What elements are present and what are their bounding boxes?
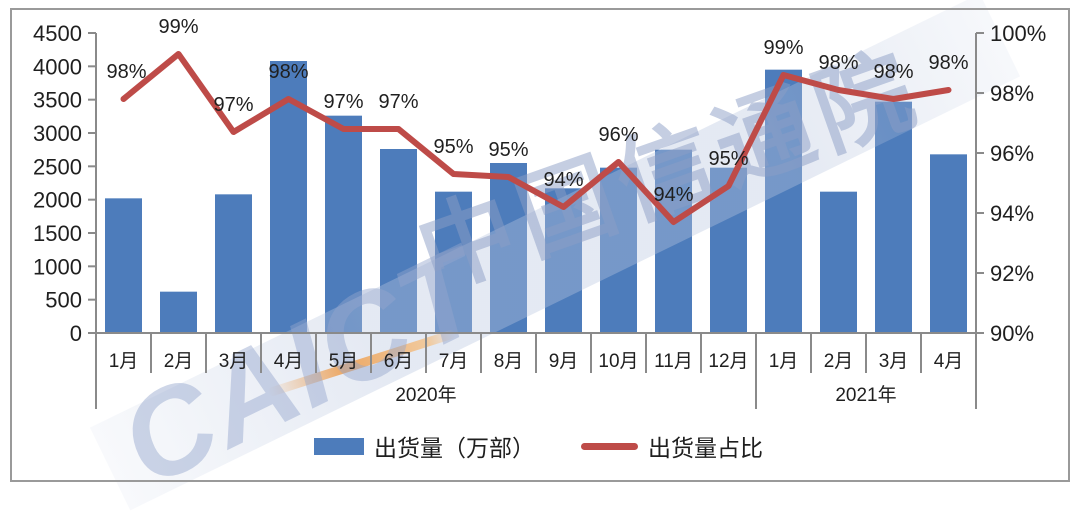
axes-and-line-layer: 0 500 1000 1500 2000 2500 3000 3500 4000 4500 90% 9… — [33, 16, 1046, 409]
share-data-label: 95% — [433, 136, 473, 158]
bar-7月-6 — [435, 191, 472, 333]
share-data-label: 99% — [763, 37, 803, 59]
month-label: 4月 — [274, 351, 304, 372]
bar-1月-0 — [105, 198, 142, 333]
share-data-label: 95% — [708, 148, 748, 170]
chart-screenshot: { "watermark": { "latin": "CAICT", "chin… — [10, 0, 1070, 512]
bar-2月-13 — [820, 191, 857, 333]
month-label: 4月 — [934, 351, 964, 372]
month-label: 5月 — [329, 351, 359, 372]
bar-2月-1 — [160, 291, 197, 333]
right-axis-tick-label: 90% — [990, 321, 1034, 346]
month-label: 3月 — [879, 351, 909, 372]
year-label: 2021年 — [835, 384, 896, 406]
bar-3月-14 — [875, 101, 912, 334]
month-label: 7月 — [439, 351, 469, 372]
right-axis-tick-label: 100% — [990, 21, 1046, 46]
share-data-label: 94% — [543, 169, 583, 191]
share-data-label: 95% — [488, 139, 528, 161]
bar-9月-8 — [545, 188, 582, 333]
share-data-label: 97% — [213, 94, 253, 116]
left-axis-tick-label: 2000 — [33, 188, 82, 213]
bar-4月-15 — [930, 154, 967, 333]
share-data-label: 98% — [106, 61, 146, 83]
left-axis-tick-label: 1500 — [33, 221, 82, 246]
bar-10月-9 — [600, 167, 637, 333]
bar-5月-4 — [325, 115, 362, 334]
bar-6月-5 — [380, 149, 417, 333]
month-label: 8月 — [494, 351, 524, 372]
month-label: 3月 — [219, 351, 249, 372]
chart-legend: 出货量（万部） 出货量占比 — [314, 429, 763, 463]
left-axis-tick-label: 3000 — [33, 121, 82, 146]
year-label: 2020年 — [395, 384, 456, 406]
share-data-label: 98% — [873, 61, 913, 83]
month-label: 6月 — [384, 351, 414, 372]
month-label: 1月 — [769, 351, 799, 372]
month-label: 9月 — [549, 351, 579, 372]
share-data-label: 99% — [158, 16, 198, 38]
right-axis-tick-label: 94% — [990, 201, 1034, 226]
share-data-label: 97% — [323, 91, 363, 113]
month-label: 2月 — [824, 351, 854, 372]
legend-line-label: 出货量占比 — [648, 435, 763, 461]
left-axis-tick-label: 3500 — [33, 88, 82, 113]
right-axis-tick-label: 98% — [990, 81, 1034, 106]
legend-line-swatch — [581, 442, 638, 450]
legend-bar-swatch — [314, 437, 364, 455]
share-data-label: 98% — [268, 61, 308, 83]
left-axis-tick-label: 2500 — [33, 154, 82, 179]
month-label: 2月 — [164, 351, 194, 372]
left-axis-tick-label: 0 — [70, 321, 82, 346]
month-label: 10月 — [598, 351, 638, 372]
share-data-label: 97% — [378, 91, 418, 113]
bar-1月-12 — [765, 69, 802, 334]
left-axis-tick-label: 4000 — [33, 54, 82, 79]
share-data-label: 96% — [598, 124, 638, 146]
right-axis-tick-label: 96% — [990, 141, 1034, 166]
bar-8月-7 — [490, 163, 527, 333]
left-axis-tick-label: 1000 — [33, 254, 82, 279]
right-axis-tick-label: 92% — [990, 261, 1034, 286]
left-axis-tick-label: 500 — [45, 288, 82, 313]
share-data-label: 98% — [928, 52, 968, 74]
left-axis-tick-label: 4500 — [33, 21, 82, 46]
share-data-label: 98% — [818, 52, 858, 74]
month-label: 11月 — [654, 351, 693, 372]
share-data-label: 94% — [653, 184, 693, 206]
bar-11月-10 — [655, 149, 692, 333]
legend-bar-label: 出货量（万部） — [374, 435, 535, 461]
share-line — [120, 51, 952, 225]
bar-3月-2 — [215, 194, 252, 333]
month-label: 1月 — [109, 351, 139, 372]
month-label: 12月 — [708, 351, 748, 372]
